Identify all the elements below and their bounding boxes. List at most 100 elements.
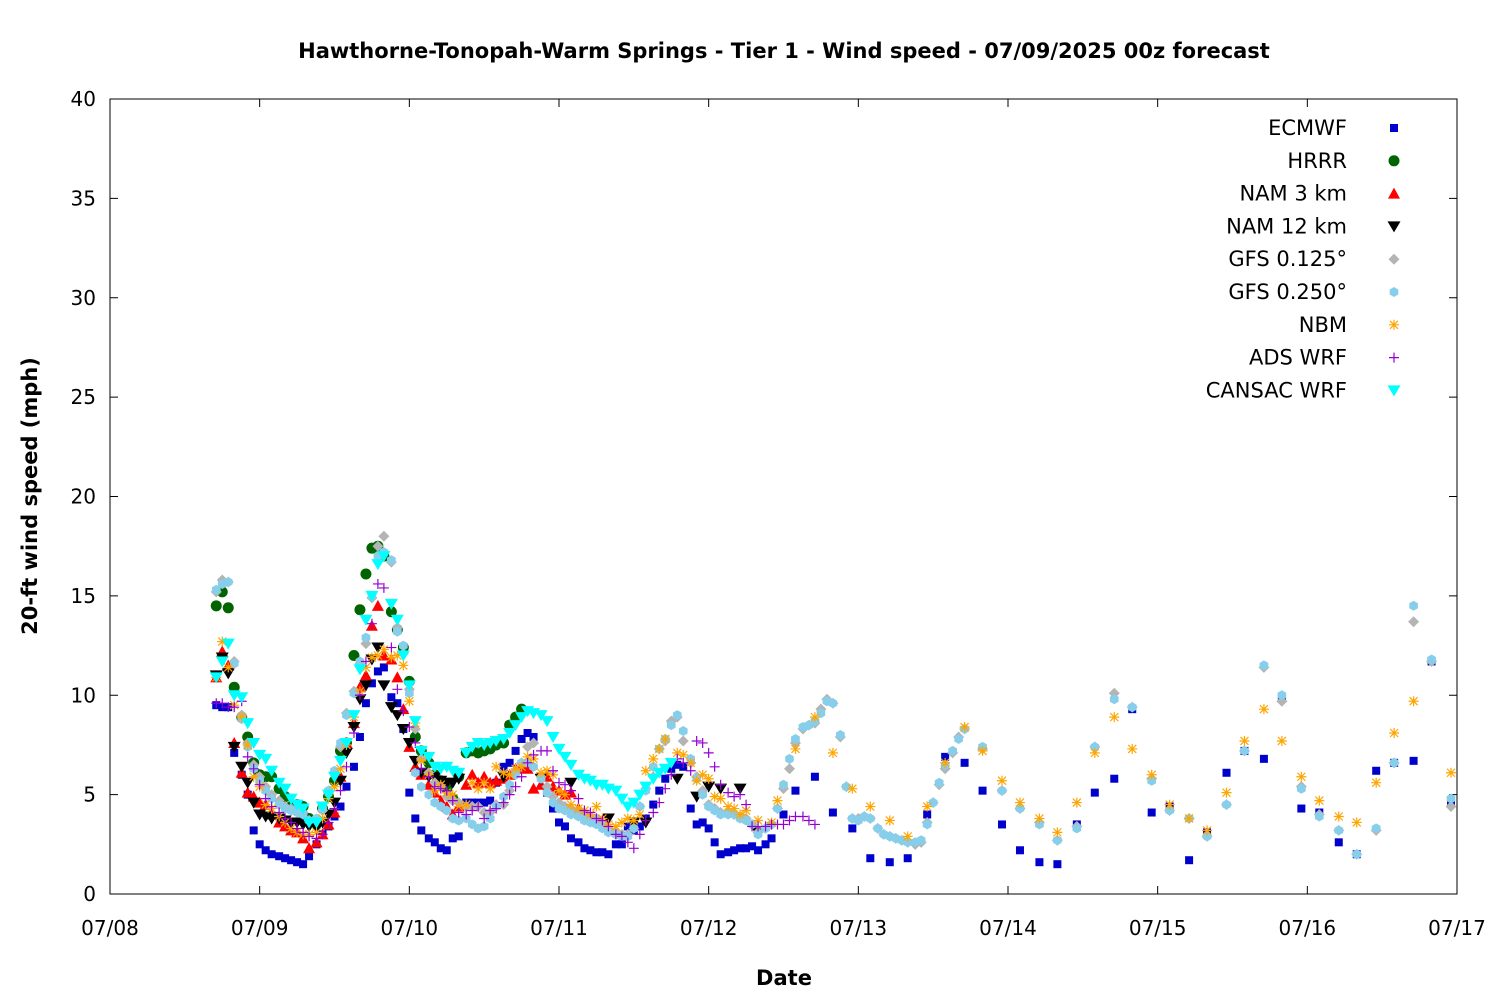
data-point bbox=[666, 769, 677, 780]
data-point bbox=[447, 789, 458, 800]
data-point bbox=[542, 787, 552, 798]
data-point bbox=[1089, 747, 1100, 758]
data-point bbox=[371, 599, 384, 611]
y-tick-label: 15 bbox=[71, 584, 96, 608]
data-point bbox=[666, 720, 676, 731]
data-point bbox=[710, 838, 719, 847]
data-point bbox=[305, 852, 314, 861]
data-point bbox=[393, 699, 402, 708]
data-point bbox=[478, 807, 490, 819]
data-point bbox=[565, 785, 576, 796]
data-point bbox=[466, 768, 479, 780]
data-point bbox=[274, 807, 285, 818]
data-point bbox=[1110, 774, 1119, 783]
data-point bbox=[261, 846, 270, 855]
data-point bbox=[349, 762, 358, 771]
data-point bbox=[698, 789, 707, 800]
data-point bbox=[347, 722, 361, 734]
data-point bbox=[809, 712, 820, 723]
x-tick-label: 07/08 bbox=[81, 916, 139, 940]
data-point bbox=[398, 660, 409, 671]
data-point bbox=[371, 559, 385, 571]
data-point bbox=[485, 805, 496, 816]
data-point bbox=[673, 760, 682, 769]
data-point bbox=[430, 838, 439, 847]
data-point bbox=[461, 809, 472, 820]
data-point bbox=[317, 829, 328, 840]
data-point bbox=[715, 779, 726, 790]
data-point bbox=[1202, 825, 1213, 836]
legend-marker bbox=[1388, 187, 1400, 199]
x-tick-label: 07/11 bbox=[530, 916, 588, 940]
x-tick-label: 07/09 bbox=[231, 916, 289, 940]
data-point bbox=[670, 773, 684, 785]
data-point bbox=[922, 801, 933, 812]
data-point bbox=[648, 753, 659, 764]
data-point bbox=[504, 789, 515, 800]
data-point bbox=[442, 846, 451, 855]
data-point bbox=[260, 799, 271, 810]
data-point bbox=[586, 846, 595, 855]
data-point bbox=[408, 716, 422, 728]
data-point bbox=[505, 758, 514, 767]
data-point bbox=[499, 762, 508, 771]
data-point bbox=[639, 781, 653, 793]
data-point bbox=[293, 858, 302, 867]
data-point bbox=[691, 775, 702, 786]
data-point bbox=[522, 757, 533, 768]
data-point bbox=[691, 735, 702, 746]
data-point bbox=[342, 710, 351, 721]
data-point bbox=[816, 708, 826, 719]
data-point bbox=[928, 797, 938, 808]
data-point bbox=[361, 632, 371, 643]
data-point bbox=[267, 850, 276, 859]
data-point bbox=[678, 749, 689, 760]
data-point bbox=[635, 822, 644, 831]
y-tick-label: 35 bbox=[71, 186, 96, 210]
data-point bbox=[441, 785, 452, 796]
data-point bbox=[1446, 793, 1456, 804]
data-point bbox=[511, 746, 520, 755]
data-point bbox=[242, 739, 253, 750]
data-point bbox=[522, 751, 533, 762]
data-point bbox=[275, 852, 284, 861]
data-point bbox=[678, 726, 688, 736]
data-point bbox=[1202, 831, 1212, 842]
data-point bbox=[359, 669, 372, 681]
chart-title: Hawthorne-Tonopah-Warm Springs - Tier 1 … bbox=[298, 39, 1270, 63]
data-point bbox=[299, 860, 308, 869]
data-point bbox=[677, 735, 689, 747]
data-point bbox=[479, 777, 490, 788]
data-point bbox=[515, 712, 529, 724]
data-point bbox=[1427, 654, 1436, 665]
data-point bbox=[603, 821, 614, 832]
data-point bbox=[672, 710, 682, 721]
data-point bbox=[355, 732, 364, 741]
x-tick-label: 07/12 bbox=[680, 916, 738, 940]
data-point bbox=[595, 779, 609, 791]
data-point bbox=[1071, 797, 1082, 808]
data-point bbox=[329, 803, 340, 814]
data-point bbox=[779, 810, 788, 819]
data-point bbox=[761, 840, 770, 849]
data-point bbox=[903, 854, 912, 863]
x-tick-label: 07/10 bbox=[381, 916, 439, 940]
data-point bbox=[405, 688, 414, 699]
data-point bbox=[580, 844, 589, 853]
data-point bbox=[827, 747, 838, 758]
data-point bbox=[259, 753, 273, 765]
data-point bbox=[1408, 616, 1420, 628]
data-point bbox=[227, 741, 241, 753]
data-point bbox=[241, 718, 255, 730]
data-point bbox=[359, 614, 373, 626]
data-point bbox=[504, 769, 515, 780]
data-point bbox=[760, 821, 771, 832]
data-point bbox=[529, 761, 538, 772]
data-point bbox=[460, 778, 473, 790]
data-point bbox=[954, 734, 963, 744]
data-point bbox=[398, 706, 409, 717]
y-axis-label: 20-ft wind speed (mph) bbox=[18, 357, 42, 635]
data-point bbox=[336, 802, 345, 811]
data-point bbox=[448, 834, 457, 843]
data-point bbox=[317, 813, 328, 824]
